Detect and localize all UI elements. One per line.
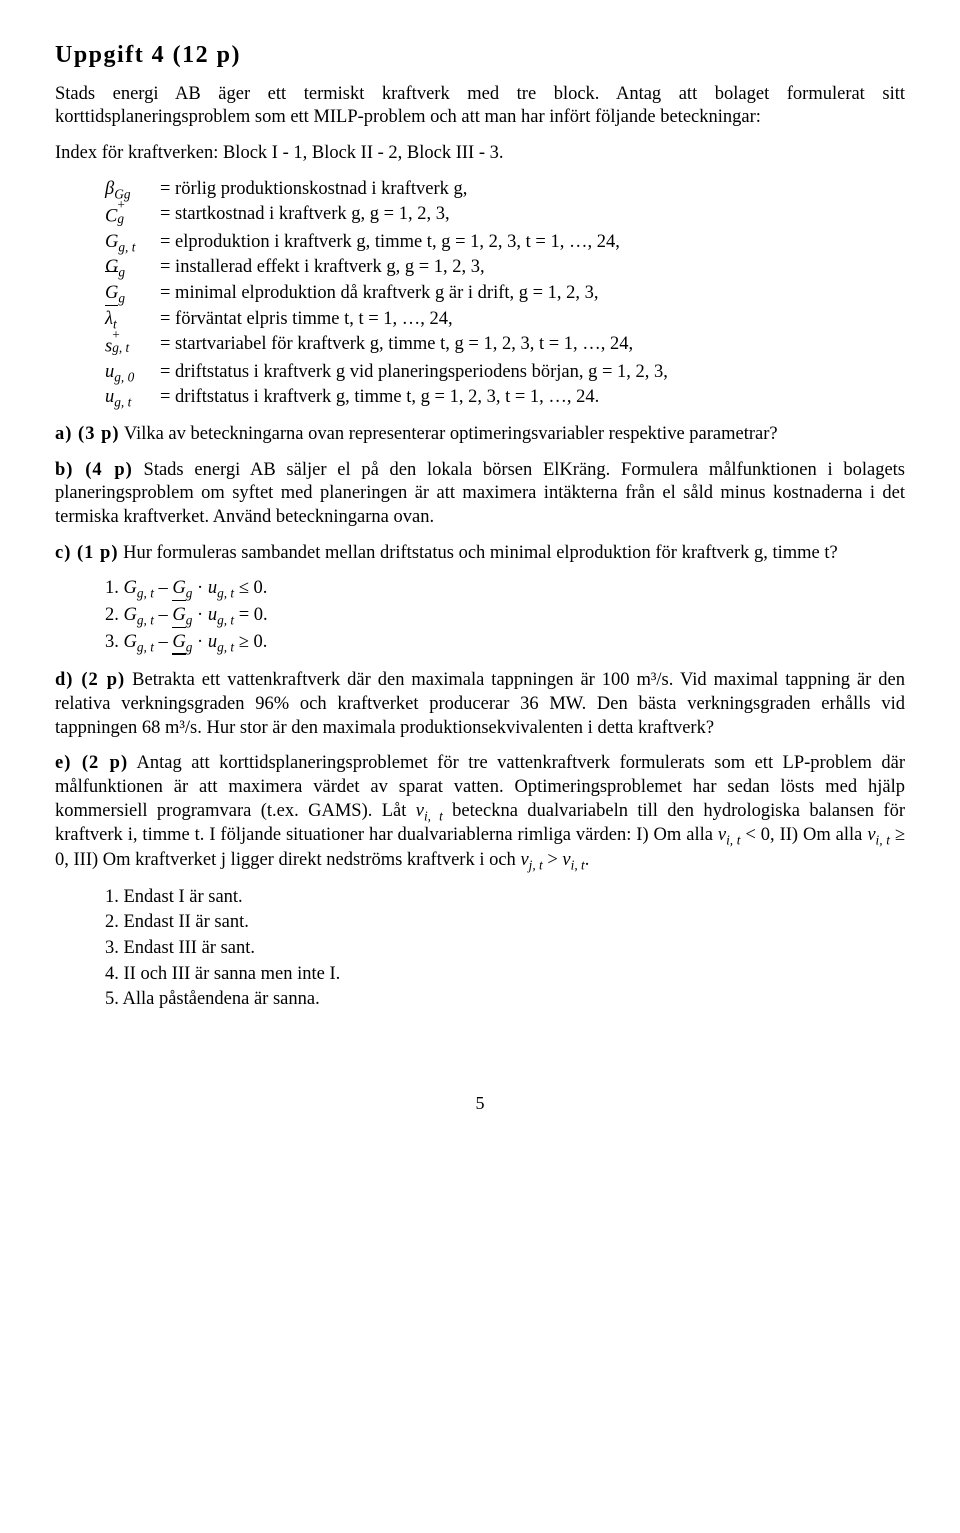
def-row: Gg = installerad effekt i kraftverk g, g…: [105, 256, 905, 281]
part-a-text: Vilka av beteckningarna ovan representer…: [120, 424, 778, 444]
part-d: d) (2 p) Betrakta ett vattenkraftverk dä…: [55, 669, 905, 740]
part-d-text: Betrakta ett vattenkraftverk där den max…: [55, 670, 905, 737]
definitions-list: βGg = rörlig produktionskostnad i kraftv…: [105, 178, 905, 411]
def-text: = installerad effekt i kraftverk g, g = …: [160, 256, 905, 281]
part-e-text-3: < 0, II) Om alla: [740, 825, 867, 845]
def-row: C+g = startkostnad i kraftverk g, g = 1,…: [105, 203, 905, 229]
part-c-options: 1. Gg, t – Gg · ug, t ≤ 0. 2. Gg, t – Gg…: [105, 577, 905, 655]
G-gt-symbol: Gg, t: [105, 231, 160, 256]
index-line: Index för kraftverken: Block I - 1, Bloc…: [55, 142, 905, 166]
opt-relation: ≥ 0.: [234, 632, 267, 652]
beta-Gg-symbol: βGg: [105, 178, 160, 203]
intro-paragraph: Stads energi AB äger ett termiskt kraftv…: [55, 83, 905, 130]
option-row: 1. Endast I är sant.: [105, 886, 905, 910]
G-under-g-symbol: Gg: [105, 282, 160, 307]
def-row: Gg = minimal elproduktion då kraftverk g…: [105, 282, 905, 307]
def-row: λt = förväntat elpris timme t, t = 1, …,…: [105, 308, 905, 333]
opt-prefix: 3.: [105, 632, 124, 652]
option-row: 2. Gg, t – Gg · ug, t = 0.: [105, 604, 905, 629]
part-a-label: a) (3 p): [55, 424, 120, 444]
u-gt-symbol: ug, t: [105, 386, 160, 411]
def-text: = driftstatus i kraftverk g vid planerin…: [160, 361, 905, 386]
def-text: = minimal elproduktion då kraftverk g är…: [160, 282, 905, 307]
part-e-label: e) (2 p): [55, 753, 128, 773]
def-text: = driftstatus i kraftverk g, timme t, g …: [160, 386, 905, 411]
opt-prefix: 1.: [105, 578, 124, 598]
C-plus-g-symbol: C+g: [105, 203, 160, 229]
def-text: = startvariabel för kraftverk g, timme t…: [160, 333, 905, 359]
part-c-label: c) (1 p): [55, 543, 118, 563]
def-text: = rörlig produktionskostnad i kraftverk …: [160, 178, 905, 203]
opt-prefix: 2.: [105, 605, 124, 625]
option-row: 5. Alla påståendena är sanna.: [105, 988, 905, 1012]
def-row: ug, 0 = driftstatus i kraftverk g vid pl…: [105, 361, 905, 386]
def-row: βGg = rörlig produktionskostnad i kraftv…: [105, 178, 905, 203]
option-row: 4. II och III är sanna men inte I.: [105, 963, 905, 987]
opt-relation: ≤ 0.: [234, 578, 267, 598]
part-e: e) (2 p) Antag att korttidsplaneringspro…: [55, 752, 905, 873]
part-b-text: Stads energi AB säljer el på den lokala …: [55, 460, 905, 527]
option-row: 1. Gg, t – Gg · ug, t ≤ 0.: [105, 577, 905, 602]
opt-relation: = 0.: [234, 605, 268, 625]
problem-title: Uppgift 4 (12 p): [55, 40, 905, 71]
def-text: = startkostnad i kraftverk g, g = 1, 2, …: [160, 203, 905, 229]
part-e-text-6: .: [585, 850, 590, 870]
def-row: ug, t = driftstatus i kraftverk g, timme…: [105, 386, 905, 411]
G-bar-g-symbol: Gg: [105, 256, 160, 281]
part-b-label: b) (4 p): [55, 460, 133, 480]
s-plus-gt-symbol: s+g, t: [105, 333, 160, 359]
part-c: c) (1 p) Hur formuleras sambandet mellan…: [55, 542, 905, 566]
part-e-options: 1. Endast I är sant. 2. Endast II är san…: [105, 886, 905, 1012]
def-text: = elproduktion i kraftverk g, timme t, g…: [160, 231, 905, 256]
option-row: 3. Endast III är sant.: [105, 937, 905, 961]
def-row: Gg, t = elproduktion i kraftverk g, timm…: [105, 231, 905, 256]
part-b: b) (4 p) Stads energi AB säljer el på de…: [55, 459, 905, 530]
part-a: a) (3 p) Vilka av beteckningarna ovan re…: [55, 423, 905, 447]
option-row: 3. Gg, t – Gg · ug, t ≥ 0.: [105, 631, 905, 656]
part-c-text: Hur formuleras sambandet mellan driftsta…: [118, 543, 837, 563]
def-row: s+g, t = startvariabel för kraftverk g, …: [105, 333, 905, 359]
def-text: = förväntat elpris timme t, t = 1, …, 24…: [160, 308, 905, 333]
page-number: 5: [55, 1092, 905, 1115]
option-row: 2. Endast II är sant.: [105, 911, 905, 935]
part-d-label: d) (2 p): [55, 670, 125, 690]
part-e-text-5: >: [543, 850, 563, 870]
u-g0-symbol: ug, 0: [105, 361, 160, 386]
